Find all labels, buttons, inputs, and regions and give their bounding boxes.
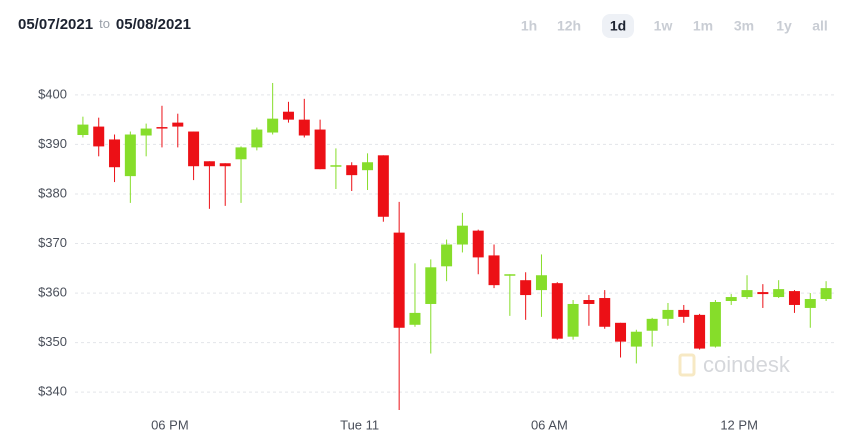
y-tick-label: $380 [38,185,67,200]
candle-body [314,129,326,170]
candle-body [504,274,516,276]
candle-body [472,230,484,258]
candle-body [773,289,785,298]
candle-body [662,309,674,319]
y-tick-label: $370 [38,235,67,250]
candle-body [77,124,89,136]
candle-body [630,331,642,347]
candle-body [330,165,342,167]
candle-body [804,299,816,308]
candle-body [615,322,627,342]
candle-body [520,280,532,296]
y-tick-label: $390 [38,136,67,151]
candle-body [251,129,263,148]
range-selected-bg [602,14,634,38]
x-tick-label: 06 PM [151,417,189,432]
candle-body [551,283,563,339]
y-tick-label: $400 [38,86,67,101]
candle-body [488,255,500,286]
y-tick-label: $350 [38,334,67,349]
range-button[interactable]: 12h [557,18,581,34]
candle-body [820,288,832,300]
y-tick-label: $360 [38,285,67,300]
candle-body [188,131,200,167]
watermark-logo [678,353,696,377]
candle-body [694,314,706,349]
range-selector: 1h 12h 1d 1w 1m 3m 1y all [521,14,828,38]
date-from: 05/07/2021 [18,16,93,33]
candle-body [377,155,389,217]
y-tick-label: $340 [38,384,67,399]
range-button[interactable]: all [812,18,828,34]
range-button[interactable]: 1h [521,18,537,34]
range-button[interactable]: 1d [610,18,626,34]
candle-body [409,312,421,325]
candle-body [646,318,658,331]
candle-body [788,291,800,305]
x-tick-label: Tue 11 [340,417,379,432]
candle-body [282,111,294,120]
candle-body [156,127,168,129]
date-separator: to [99,16,110,31]
watermark: coindesk [678,352,791,377]
candle-body [362,162,374,171]
range-button[interactable]: 3m [734,18,754,34]
x-tick-label: 06 AM [531,417,568,432]
candle-body [725,297,737,302]
candle-body [93,126,105,147]
watermark-text: coindesk [703,352,791,377]
range-button[interactable]: 1w [654,18,673,34]
candle-body [583,300,595,304]
candle-body [267,118,279,133]
candle-body [425,267,437,304]
candle-body [203,161,215,167]
candle-body [535,275,547,291]
candle-body [298,119,310,136]
candle-body [393,232,405,328]
candle-body [456,225,468,245]
range-button[interactable]: 1m [693,18,713,34]
candle-body [678,309,690,317]
candle-body [346,165,358,176]
candle-body [235,147,247,160]
candle-body [172,122,184,127]
candle-body [599,298,611,327]
candle-body [709,301,721,347]
range-button[interactable]: 1y [776,18,792,34]
date-range: 05/07/2021 to 05/08/2021 [18,16,191,33]
candle-body [140,128,152,136]
candle-body [124,134,136,177]
candle-body [741,290,753,298]
date-to: 05/08/2021 [116,16,191,33]
candle-body [219,163,231,167]
candle-body [441,244,453,267]
candle-body [757,292,769,295]
plot: $340 $350 $360 $370 $380 $390 $400 06 PM Tue 11 0… [38,82,834,432]
x-tick-label: 12 PM [720,417,758,432]
candle-body [567,303,579,337]
candle-body [109,139,121,168]
